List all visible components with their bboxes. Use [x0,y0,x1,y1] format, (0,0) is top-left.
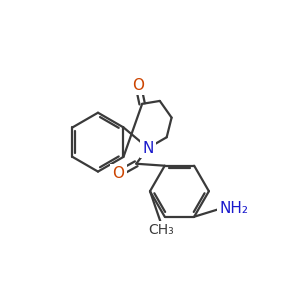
Text: O: O [112,166,124,181]
Text: O: O [132,78,144,93]
Text: N: N [142,140,154,155]
Text: CH₃: CH₃ [148,223,174,237]
Text: NH₂: NH₂ [220,201,249,216]
